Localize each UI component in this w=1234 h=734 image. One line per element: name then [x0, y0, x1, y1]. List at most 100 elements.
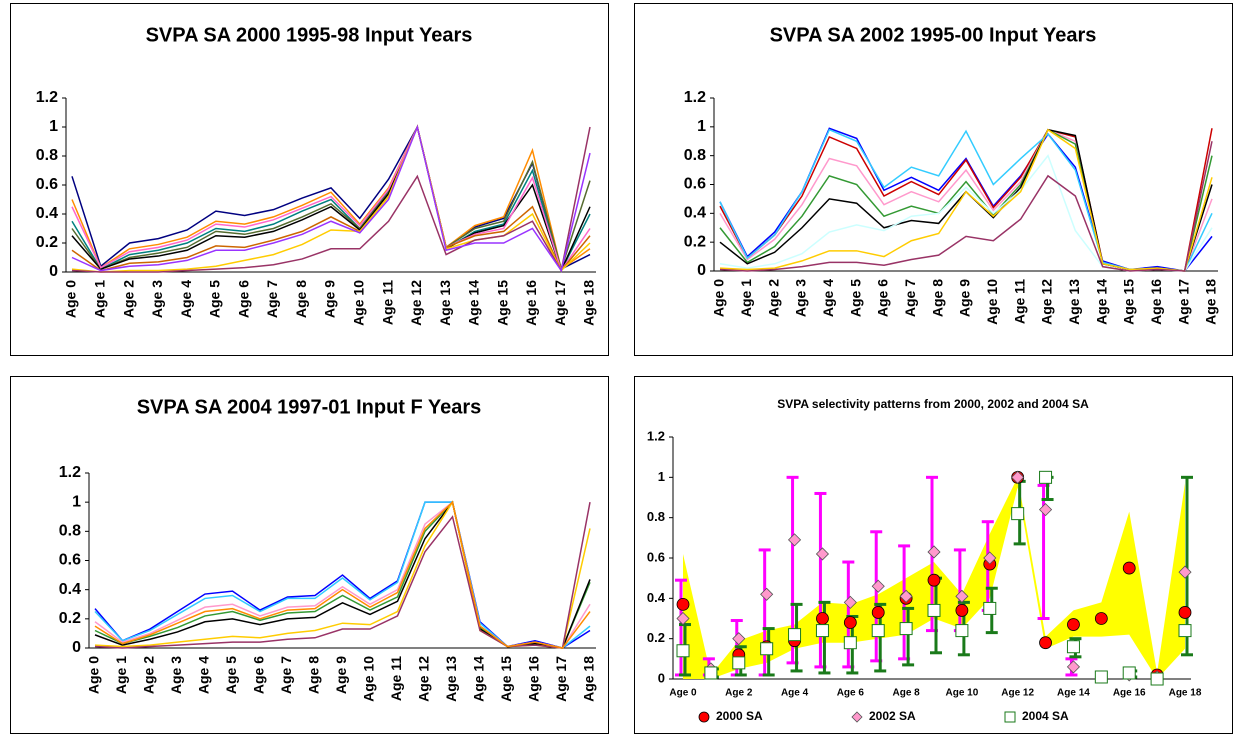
- series-line: [71, 124, 591, 272]
- x-tick-label: Age 11: [388, 656, 404, 701]
- series-line: [71, 124, 591, 271]
- point: [1094, 612, 1108, 625]
- x-tick-label: Age 14: [1057, 688, 1090, 699]
- y-tick-label: 1: [49, 118, 58, 135]
- series-line: [71, 126, 591, 273]
- y-tick-label: 0: [697, 262, 706, 279]
- point: [1011, 470, 1025, 484]
- x-tick-label: Age 18: [1169, 688, 1202, 699]
- x-tick-label: Age 2: [120, 280, 136, 318]
- point: [788, 628, 802, 642]
- x-tick-label: Age 8: [306, 656, 322, 694]
- y-tick-label: 0: [49, 263, 58, 280]
- series-line: [71, 124, 591, 273]
- x-tick-label: Age 1: [113, 656, 129, 694]
- x-tick-label: Age 12: [1039, 279, 1055, 325]
- point: [732, 632, 746, 646]
- point: [760, 587, 774, 601]
- x-tick-label: Age 9: [957, 279, 973, 317]
- series-line: [719, 141, 1213, 272]
- point: [704, 666, 718, 680]
- x-tick-label: Age 10: [361, 656, 377, 702]
- point: [1039, 636, 1052, 650]
- x-tick-label: Age 12: [416, 656, 432, 702]
- y-tick-label: 0.2: [59, 610, 81, 627]
- point: [676, 644, 690, 658]
- x-tick-label: Age 0: [63, 280, 79, 318]
- x-tick-label: Age 14: [471, 656, 487, 702]
- x-tick-label: Age 0: [86, 656, 102, 694]
- panel: [10, 3, 609, 356]
- point: [1178, 606, 1192, 619]
- y-tick-label: 0.8: [684, 147, 706, 164]
- x-tick-label: Age 16: [1148, 279, 1164, 325]
- point: [843, 616, 857, 629]
- point: [1178, 624, 1192, 638]
- x-tick-label: Age 17: [1175, 279, 1191, 325]
- point: [955, 604, 969, 617]
- chart-title: SVPA selectivity patterns from 2000, 200…: [777, 397, 1089, 411]
- x-tick-label: Age 10: [945, 688, 978, 699]
- point: [760, 642, 774, 656]
- y-tick-label: 0.8: [647, 509, 665, 524]
- series-line: [719, 128, 1213, 272]
- y-tick-label: 0.2: [684, 233, 706, 250]
- point: [871, 624, 885, 638]
- y-tick-label: 0.4: [36, 205, 58, 222]
- x-tick-label: Age 7: [902, 279, 918, 317]
- x-tick-label: Age 16: [526, 656, 542, 702]
- y-tick-label: 0.4: [647, 590, 666, 605]
- x-tick-label: Age 7: [264, 280, 280, 318]
- series-line: [94, 500, 591, 649]
- legend-label: 2000 SA: [716, 709, 763, 723]
- x-tick-label: Age 10: [350, 280, 366, 326]
- point: [1011, 507, 1025, 521]
- x-tick-label: Age 15: [494, 280, 510, 326]
- y-tick-label: 0.6: [36, 176, 58, 193]
- point: [899, 589, 913, 603]
- y-tick-label: 0.6: [647, 549, 665, 564]
- x-tick-label: Age 14: [1093, 279, 1109, 325]
- point: [983, 551, 997, 565]
- legend-marker: [851, 711, 863, 723]
- point: [1066, 660, 1081, 674]
- x-tick-label: Age 6: [837, 688, 865, 699]
- point: [871, 606, 885, 619]
- point: [983, 601, 997, 615]
- x-tick-label: Age 3: [793, 279, 809, 317]
- y-tick-label: 0.8: [59, 523, 81, 540]
- legend-label: 2004 SA: [1022, 709, 1069, 723]
- point: [927, 545, 941, 559]
- point: [815, 624, 829, 638]
- chart-title: SVPA SA 2000 1995-98 Input Years: [146, 24, 473, 46]
- x-tick-label: Age 18: [1203, 279, 1219, 325]
- x-tick-label: Age 2: [725, 688, 753, 699]
- y-tick-label: 0: [72, 639, 81, 656]
- legend-marker: [1004, 711, 1016, 723]
- x-tick-label: Age 13: [1066, 279, 1082, 325]
- y-tick-label: 1: [658, 469, 665, 484]
- point: [676, 597, 690, 611]
- point: [899, 622, 913, 636]
- x-tick-label: Age 4: [178, 280, 194, 318]
- x-tick-label: Age 2: [765, 279, 781, 317]
- x-tick-label: Age 9: [322, 280, 338, 318]
- point: [815, 547, 830, 561]
- x-tick-label: Age 15: [498, 656, 514, 702]
- x-tick-label: Age 16: [523, 280, 539, 326]
- x-tick-label: Age 16: [1113, 688, 1146, 699]
- x-tick-label: Age 3: [149, 280, 165, 318]
- x-tick-label: Age 6: [875, 279, 891, 317]
- point: [676, 611, 690, 626]
- x-tick-label: Age 17: [552, 280, 568, 326]
- x-tick-label: Age 0: [669, 688, 697, 699]
- point: [1122, 561, 1136, 575]
- x-tick-label: Age 9: [333, 656, 349, 694]
- x-tick-label: Age 12: [408, 280, 424, 326]
- y-tick-label: 0.4: [59, 581, 81, 598]
- y-tick-label: 0.4: [684, 205, 706, 222]
- point: [816, 612, 829, 625]
- point: [927, 573, 941, 587]
- x-tick-label: Age 14: [466, 280, 482, 326]
- x-tick-label: Age 18: [581, 280, 597, 326]
